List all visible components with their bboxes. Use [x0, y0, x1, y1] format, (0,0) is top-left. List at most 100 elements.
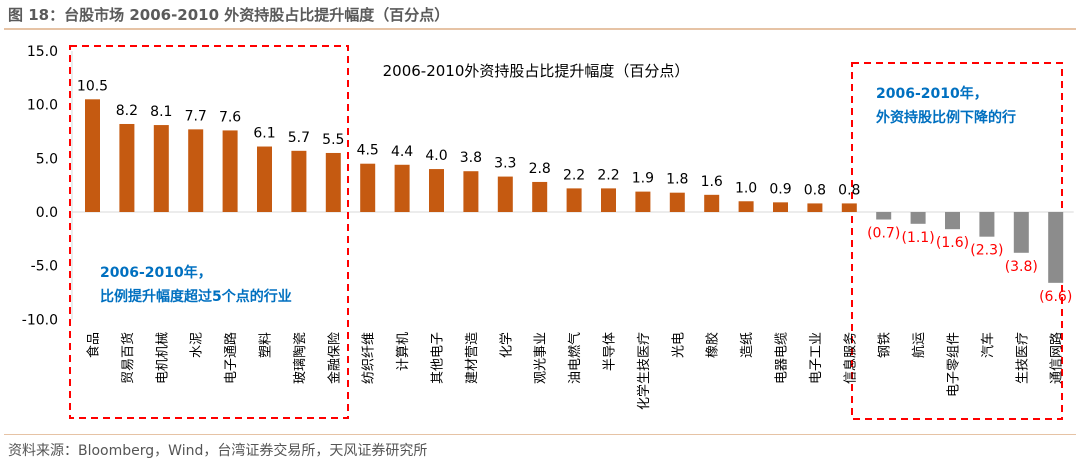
bar: [601, 188, 616, 212]
bar: [257, 146, 272, 212]
source-note: 资料来源：Bloomberg，Wind，台湾证券交易所，天风证券研究所: [8, 443, 428, 459]
bar: [704, 194, 720, 212]
category-label: 电子零组件: [947, 332, 962, 397]
data-label: 3.8: [460, 150, 482, 166]
chart-title: 2006-2010外资持股占比提升幅度（百分点）: [383, 62, 690, 80]
data-label: 1.6: [701, 174, 723, 190]
bottom-divider: [4, 434, 1076, 435]
category-label: 观光事业: [534, 332, 549, 384]
category-label: 油电燃气: [567, 332, 583, 384]
category-label: 贸易百货: [120, 332, 136, 384]
category-label: 化学: [498, 332, 514, 358]
bar: [222, 130, 238, 212]
category-label: 塑料: [259, 332, 274, 358]
bar: [635, 191, 651, 212]
category-label: 信息服务: [842, 332, 858, 384]
bar: [532, 181, 548, 212]
data-label: 2.2: [597, 167, 619, 183]
data-label: 5.7: [288, 130, 310, 146]
bar-chart: 15.0 10.0 5.0 0.0 -5.0 -10.0 2006-2010外资持股占比提升…: [22, 44, 1074, 420]
data-label: 4.0: [425, 148, 447, 164]
category-label: 电器电缆: [774, 332, 790, 384]
bar: [463, 171, 479, 212]
data-label: 0.9: [769, 181, 791, 197]
top-divider: [4, 28, 1076, 30]
data-label: (1.1): [901, 230, 934, 246]
category-label: 水泥: [190, 332, 205, 358]
data-label: (3.8): [1005, 259, 1038, 275]
y-tick-label: 0.0: [36, 205, 58, 221]
figure-title: 图 18：台股市场 2006-2010 外资持股占比提升幅度（百分点）: [8, 6, 450, 24]
bar: [566, 188, 582, 212]
category-label: 食品: [86, 332, 102, 358]
y-tick-label: 10.0: [27, 98, 58, 114]
bar: [119, 123, 135, 212]
data-label: 2.8: [529, 161, 551, 177]
bar: [1013, 212, 1029, 253]
category-label: 化学生技医疗: [636, 332, 652, 410]
category-label: 纺织纤维: [362, 332, 377, 384]
bar: [876, 212, 892, 220]
data-label: (6.6): [1039, 289, 1072, 305]
bar: [807, 203, 823, 212]
data-label: 7.6: [219, 109, 241, 125]
bar: [669, 192, 685, 212]
category-label: 电子工业: [809, 332, 824, 384]
data-label: 4.4: [391, 144, 413, 160]
data-label: (1.6): [936, 235, 969, 251]
bar: [738, 201, 754, 212]
bar: [910, 212, 926, 224]
bar: [979, 212, 995, 237]
data-label: 3.3: [494, 156, 516, 172]
category-label: 电机机械: [155, 332, 170, 384]
data-label: (2.3): [970, 243, 1003, 259]
bar: [325, 152, 341, 212]
data-label: 6.1: [253, 126, 275, 142]
category-label: 光电: [671, 332, 686, 358]
y-tick-label: -10.0: [22, 312, 58, 328]
category-label: 建材营造: [465, 332, 480, 384]
category-label: 造纸: [740, 332, 755, 358]
bar: [153, 125, 169, 212]
data-label: 1.8: [666, 172, 688, 188]
category-label: 汽车: [980, 332, 996, 358]
data-label: (0.7): [867, 226, 900, 242]
y-tick-label: 15.0: [27, 44, 58, 60]
bar: [841, 203, 857, 212]
data-label: 7.7: [185, 108, 207, 124]
category-label: 玻璃陶瓷: [292, 332, 308, 384]
data-label: 8.1: [150, 104, 172, 120]
category-label: 通信网路: [1049, 332, 1065, 384]
highlight-box-left: [69, 45, 349, 419]
category-label: 金融保险: [326, 332, 342, 384]
left-annotation-line: 2006-2010年，: [100, 264, 212, 281]
bar: [85, 99, 100, 212]
category-label: 橡胶: [705, 332, 721, 358]
y-tick-label: 5.0: [36, 151, 58, 167]
left-annotation-line: 比例提升幅度超过5个点的行业: [100, 288, 292, 305]
bar: [429, 169, 444, 212]
data-label: 0.8: [838, 182, 860, 198]
right-annotation-line: 2006-2010年，: [876, 85, 988, 102]
bar: [773, 202, 788, 212]
data-label: 5.5: [322, 132, 344, 148]
bar: [945, 212, 960, 230]
bar: [1048, 212, 1064, 283]
bar: [360, 163, 376, 212]
category-label: 其他电子: [431, 332, 446, 384]
category-label: 钢铁: [878, 332, 893, 358]
bar: [188, 129, 204, 212]
data-label: 10.5: [77, 78, 108, 94]
bar: [394, 164, 410, 212]
right-annotation-line: 外资持股比例下降的行: [876, 109, 1016, 126]
data-label: 8.2: [116, 103, 138, 119]
data-label: 1.0: [735, 180, 757, 196]
data-label: 0.8: [804, 182, 826, 198]
category-label: 生技医疗: [1015, 332, 1030, 384]
category-label: 航运: [911, 332, 927, 358]
data-label: 2.2: [563, 167, 585, 183]
bar: [497, 176, 513, 212]
category-label: 半导体: [603, 332, 618, 371]
category-label: 电子通路: [223, 332, 239, 384]
bar: [291, 150, 307, 212]
